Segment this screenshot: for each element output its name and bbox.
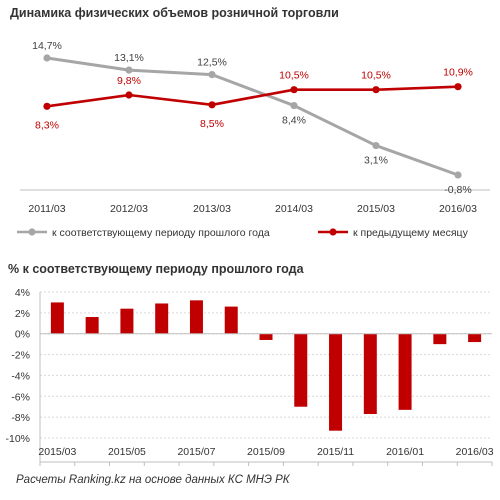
y-tick-label: -6% xyxy=(11,391,30,403)
x-tick-label: 2015/03 xyxy=(357,203,395,215)
data-label: 13,1% xyxy=(114,52,144,64)
bar xyxy=(294,333,308,407)
data-point xyxy=(125,66,133,74)
bar xyxy=(468,333,482,343)
y-tick-label: -2% xyxy=(11,350,30,362)
series-line xyxy=(46,56,459,177)
x-tick-label: 2016/03 xyxy=(456,446,494,458)
data-point xyxy=(454,83,462,91)
data-point xyxy=(372,141,380,150)
bar xyxy=(329,333,343,431)
x-tick-label: 2016/01 xyxy=(386,446,424,458)
chart1-title: Динамика физических объемов розничной то… xyxy=(10,6,339,20)
bar xyxy=(120,308,134,334)
y-tick-label: 0% xyxy=(15,329,30,341)
data-label: 8,5% xyxy=(200,118,224,130)
bar xyxy=(433,333,447,345)
y-tick-label: -8% xyxy=(11,412,30,424)
x-tick-label: 2011/03 xyxy=(28,203,65,215)
data-point xyxy=(125,91,133,99)
legend-marker xyxy=(28,228,36,236)
bar xyxy=(224,306,238,334)
data-label: -0,8% xyxy=(444,184,471,196)
y-tick-label: 4% xyxy=(15,287,30,299)
x-tick-label: 2015/09 xyxy=(247,446,285,458)
data-label: 3,1% xyxy=(364,155,388,167)
bar xyxy=(50,302,64,334)
data-label: 14,7% xyxy=(32,40,62,52)
data-point xyxy=(208,101,216,109)
bar xyxy=(155,303,169,334)
x-tick-label: 2012/03 xyxy=(110,203,148,215)
data-point xyxy=(43,54,51,62)
bar xyxy=(398,333,412,410)
bar xyxy=(189,300,203,334)
data-label: 8,3% xyxy=(35,119,59,131)
x-tick-label: 2014/03 xyxy=(275,203,313,215)
bar xyxy=(85,317,99,334)
legend-label: к соответствующему периоду прошлого года xyxy=(52,227,270,239)
data-point xyxy=(208,71,216,79)
y-tick-label: -4% xyxy=(11,370,30,382)
data-label: 9,8% xyxy=(117,75,141,87)
data-label: 8,4% xyxy=(282,115,306,127)
legend-marker xyxy=(329,228,337,236)
x-tick-label: 2015/05 xyxy=(108,446,146,458)
data-point xyxy=(43,102,51,110)
line-chart: 2011/03 2012/03 2013/03 2014/03 2015/03 2016/… xyxy=(17,40,490,239)
y-tick-label: 2% xyxy=(15,308,30,320)
bar xyxy=(363,333,377,415)
source-note: Расчеты Ranking.kz на основе данных КС М… xyxy=(16,474,290,486)
data-point xyxy=(454,171,462,179)
legend-label: к предыдущему месяцу xyxy=(353,227,469,239)
y-tick-label: -10% xyxy=(5,433,30,445)
bar xyxy=(259,333,273,340)
data-point xyxy=(290,101,298,110)
x-tick-label: 2015/11 xyxy=(317,446,354,458)
series-line xyxy=(46,85,459,108)
x-tick-label: 2015/03 xyxy=(38,446,76,458)
data-label: 10,5% xyxy=(361,70,391,82)
data-label: 10,5% xyxy=(279,70,309,82)
x-tick-label: 2015/07 xyxy=(177,446,215,458)
data-label: 10,9% xyxy=(443,67,473,79)
data-point xyxy=(372,86,380,94)
chart2-title: % к соответствующему периоду прошлого го… xyxy=(8,262,304,276)
data-label: 12,5% xyxy=(197,57,227,69)
x-tick-label: 2016/03 xyxy=(439,203,477,215)
x-tick-label: 2013/03 xyxy=(193,203,231,215)
data-point xyxy=(290,86,298,94)
